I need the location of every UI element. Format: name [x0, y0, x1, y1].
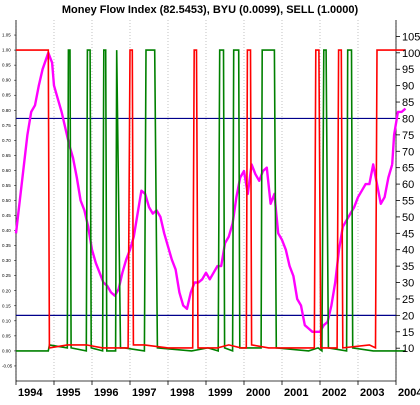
right-tick-label: 10: [402, 343, 414, 355]
left-tick-label: -0.05: [2, 363, 13, 368]
x-tick-label: 2001: [284, 387, 308, 399]
left-tick-label: 0.10: [2, 318, 11, 323]
left-tick-label: 0.50: [2, 198, 11, 203]
x-tick-label: 1999: [208, 387, 232, 399]
right-tick-label: 65: [402, 163, 414, 175]
left-tick-label: 1.05: [2, 33, 11, 38]
left-tick-label: 0.55: [2, 183, 11, 188]
right-tick-label: 40: [402, 245, 414, 257]
right-tick-label: 50: [402, 212, 414, 224]
tick-layer: 1994 1995 1996 1997 1998 1999 2000 2001 2002 2003…: [2, 31, 420, 399]
left-tick-label: 0.75: [2, 123, 11, 128]
left-tick-label: 0.25: [2, 273, 11, 278]
left-tick-label: 0.70: [2, 138, 11, 143]
chart-title: Money Flow Index (82.5453), BYU (0.0099)…: [62, 4, 359, 16]
right-tick-label: 105: [402, 31, 420, 43]
left-tick-label: 0.05: [2, 333, 11, 338]
x-tick-label: 2004: [398, 387, 420, 399]
left-tick-label: 0.95: [2, 63, 11, 68]
x-tick-label: 1998: [170, 387, 194, 399]
right-tick-label: 30: [402, 278, 414, 290]
mfi-line: [14, 51, 394, 333]
x-tick-label: 2002: [322, 387, 346, 399]
left-tick-label: 0.20: [2, 288, 11, 293]
left-tick-label: 0.30: [2, 258, 11, 263]
x-tick-label: 2000: [246, 387, 270, 399]
left-tick-label: 0.90: [2, 78, 11, 83]
right-tick-label: 95: [402, 64, 414, 76]
left-tick-label: 0.85: [2, 93, 11, 98]
left-tick-label: 0.65: [2, 153, 11, 158]
left-tick-label: 0.00: [2, 348, 11, 353]
right-tick-label: 100: [402, 48, 420, 60]
buy-signal-line: [16, 49, 406, 353]
left-tick-label: 0.80: [2, 108, 11, 113]
right-tick-label: 55: [402, 196, 414, 208]
right-tick-label: 85: [402, 97, 414, 109]
left-tick-label: 0.35: [2, 243, 11, 248]
x-tick-label: 2003: [360, 387, 384, 399]
left-tick-label: 1.00: [2, 48, 11, 53]
right-tick-label: 15: [402, 327, 414, 339]
right-tick-label: 70: [402, 146, 414, 158]
right-tick-label: 20: [402, 310, 414, 322]
axis-layer: [14, 20, 400, 385]
right-tick-label: 90: [402, 81, 414, 93]
x-tick-label: 1995: [56, 387, 80, 399]
left-tick-label: 0.45: [2, 213, 11, 218]
right-tick-label: 60: [402, 179, 414, 191]
x-tick-label: 1996: [94, 387, 118, 399]
right-tick-label: 25: [402, 294, 414, 306]
mfi_tail-line: [391, 107, 407, 165]
x-tick-label: 1994: [18, 387, 43, 399]
left-tick-label: 0.15: [2, 303, 11, 308]
right-tick-label: 45: [402, 228, 414, 240]
right-tick-label: 80: [402, 113, 414, 125]
series-layer: [14, 49, 407, 353]
left-tick-label: 0.40: [2, 228, 11, 233]
right-tick-label: 35: [402, 261, 414, 273]
right-tick-label: 75: [402, 130, 414, 142]
left-tick-label: 0.60: [2, 168, 11, 173]
sell-signal-line: [16, 49, 406, 350]
x-tick-label: 1997: [132, 387, 156, 399]
